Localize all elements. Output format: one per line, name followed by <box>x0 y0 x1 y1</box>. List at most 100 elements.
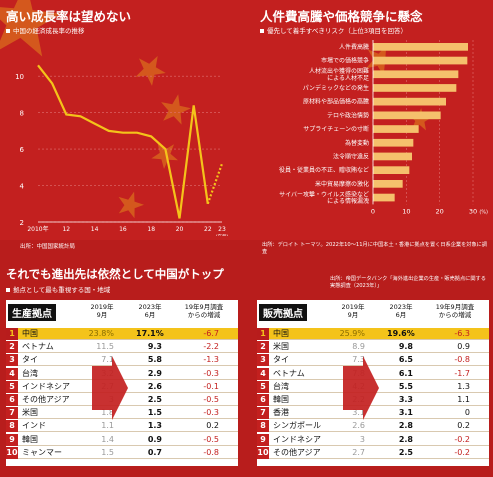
table-header: 販売拠点 2019年 9月 2023年 6月 19年9月調査 からの増減 <box>257 300 489 328</box>
bar-source: 出所：デロイト トーマツ。2022年10～11月に中国本土・香港に拠点を置く日系… <box>262 242 488 255</box>
value-2023-cell: 2.5 <box>398 447 413 457</box>
value-2023-cell: 2.6 <box>147 381 162 391</box>
change-cell: -0.5 <box>203 434 219 444</box>
category-label: 人件費高騰 <box>339 43 369 51</box>
value-2023-cell: 1.3 <box>147 421 162 431</box>
value-2019-cell: 7.1 <box>101 355 114 365</box>
value-2023-cell: 6.5 <box>398 355 413 365</box>
rank-cell: 9 <box>6 433 18 446</box>
column-header: 2023年 6月 <box>138 303 162 319</box>
rank-cell: 6 <box>6 394 18 406</box>
bar-chart: 0 10 20 30 (%) 人件費高騰市場での価格競争人材流出や獲得の困難による人材不足… <box>279 40 488 215</box>
name-cell: 香港 <box>273 408 289 418</box>
growth-line <box>37 64 209 219</box>
value-2019-cell: 1.1 <box>101 421 114 431</box>
star-icon <box>151 143 178 169</box>
rank-cell: 10 <box>257 446 269 459</box>
value-2019-cell: 3.2 <box>101 368 114 378</box>
name-cell: 台湾 <box>22 368 38 378</box>
name-cell: インドネシア <box>273 434 321 444</box>
value-2023-cell: 2.8 <box>398 434 413 444</box>
value-2019-cell: 25.9% <box>339 329 365 338</box>
value-2023-cell: 0.9 <box>147 434 162 444</box>
table-row: 7 米国 1.8 1.5 -0.3 <box>6 407 238 420</box>
bar <box>373 111 441 120</box>
column-header: 2023年 6月 <box>389 303 413 319</box>
y-tick-label: 10 <box>15 73 24 81</box>
table-row: 1 中国 25.9% 19.6% -6.3 <box>257 328 489 340</box>
line-panel-subtitle: 中国の経済成長率の推移 <box>6 25 85 35</box>
value-2019-cell: 3 <box>359 434 365 444</box>
value-2023-cell: 2.8 <box>398 421 413 431</box>
table-row: 6 その他アジア 3 2.5 -0.5 <box>6 394 238 406</box>
x-unit: (%) <box>479 209 488 215</box>
category-label: 人材流出や獲得の困難 <box>309 67 369 75</box>
rank-cell: 3 <box>6 354 18 367</box>
section-subtitle-text: 拠点として最も重視する国・地域 <box>13 286 111 294</box>
line-panel-title: 高い成長率は望めない <box>6 9 132 24</box>
name-cell: その他アジア <box>22 395 70 404</box>
change-cell: 0.2 <box>206 421 219 431</box>
change-cell: -6.3 <box>454 329 470 338</box>
column-header: 2019年 9月 <box>90 303 114 319</box>
name-cell: 韓国 <box>22 434 38 444</box>
name-cell: ベトナム <box>22 342 54 352</box>
category-label: 為替変動 <box>345 139 369 147</box>
y-tick-label: 8 <box>20 110 24 118</box>
rank-cell: 5 <box>6 380 18 393</box>
value-2023-cell: 5.8 <box>147 355 162 365</box>
x-tick-label: 12 <box>62 226 70 233</box>
rank-cell: 2 <box>257 341 269 354</box>
rank-cell: 3 <box>257 354 269 367</box>
table-row: 10 その他アジア 2.7 2.5 -0.2 <box>257 446 489 459</box>
production-table: 生産拠点 2019年 9月 2023年 6月 19年9月調査 からの増減 1 中国 23.8… <box>6 300 238 466</box>
bar <box>373 125 419 133</box>
table-row: 1 中国 23.8% 17.1% -6.7 <box>6 328 238 340</box>
star-icon <box>118 191 144 219</box>
bullet-icon <box>260 29 264 33</box>
category-label: サプライチェーンの寸断 <box>303 125 369 133</box>
value-2023-cell: 3.3 <box>398 395 413 404</box>
bar <box>373 180 403 188</box>
y-tick-label: 2 <box>20 219 24 227</box>
value-2023-cell: 5.5 <box>398 381 413 391</box>
table-row: 5 台湾 4.2 5.5 1.3 <box>257 380 489 393</box>
value-2023-cell: 17.1% <box>136 329 164 338</box>
y-tick-label: 4 <box>20 183 25 191</box>
x-tick-label: 16 <box>119 226 127 233</box>
change-cell: -0.3 <box>203 368 219 378</box>
line-source: 出所：中国国家統計局 <box>20 244 76 250</box>
rank-cell: 5 <box>257 380 269 393</box>
x-tick-label: 22 <box>204 226 212 233</box>
change-cell: -2.2 <box>203 342 219 352</box>
value-2019-cell: 1.8 <box>101 408 114 418</box>
name-cell: タイ <box>273 355 289 365</box>
change-cell: -0.5 <box>203 395 219 404</box>
x-tick-label: 23 <box>218 226 226 233</box>
bar <box>373 152 412 161</box>
table-row: 10 ミャンマー 1.5 0.7 -0.8 <box>6 446 238 459</box>
value-2023-cell: 6.1 <box>398 368 413 378</box>
value-2019-cell: 1.4 <box>101 434 114 444</box>
rank-cell: 4 <box>257 367 269 380</box>
name-cell: ミャンマー <box>22 447 62 457</box>
name-cell: 韓国 <box>273 395 289 404</box>
rank-cell: 10 <box>6 446 18 459</box>
category-label: テロや政治情勢 <box>327 111 369 119</box>
table-row: 4 ベトナム 7.8 6.1 -1.7 <box>257 367 489 380</box>
x-tick-label: 18 <box>147 226 155 233</box>
name-cell: 中国 <box>22 329 38 338</box>
name-cell: シンガポール <box>273 421 321 431</box>
bar <box>373 193 395 202</box>
change-cell: -0.2 <box>454 447 470 457</box>
table-row: 9 インドネシア 3 2.8 -0.2 <box>257 433 489 446</box>
rank-cell: 1 <box>257 328 269 340</box>
change-cell: 1.3 <box>457 381 470 391</box>
line-subtitle-text: 中国の経済成長率の推移 <box>13 27 85 35</box>
bar <box>373 84 457 92</box>
table-row: 9 韓国 1.4 0.9 -0.5 <box>6 433 238 446</box>
table-row: 4 台湾 3.2 2.9 -0.3 <box>6 367 238 380</box>
value-2023-cell: 2.9 <box>147 368 162 378</box>
table-header: 生産拠点 2019年 9月 2023年 6月 19年9月調査 からの増減 <box>6 300 238 328</box>
table-row: 8 インド 1.1 1.3 0.2 <box>6 420 238 433</box>
